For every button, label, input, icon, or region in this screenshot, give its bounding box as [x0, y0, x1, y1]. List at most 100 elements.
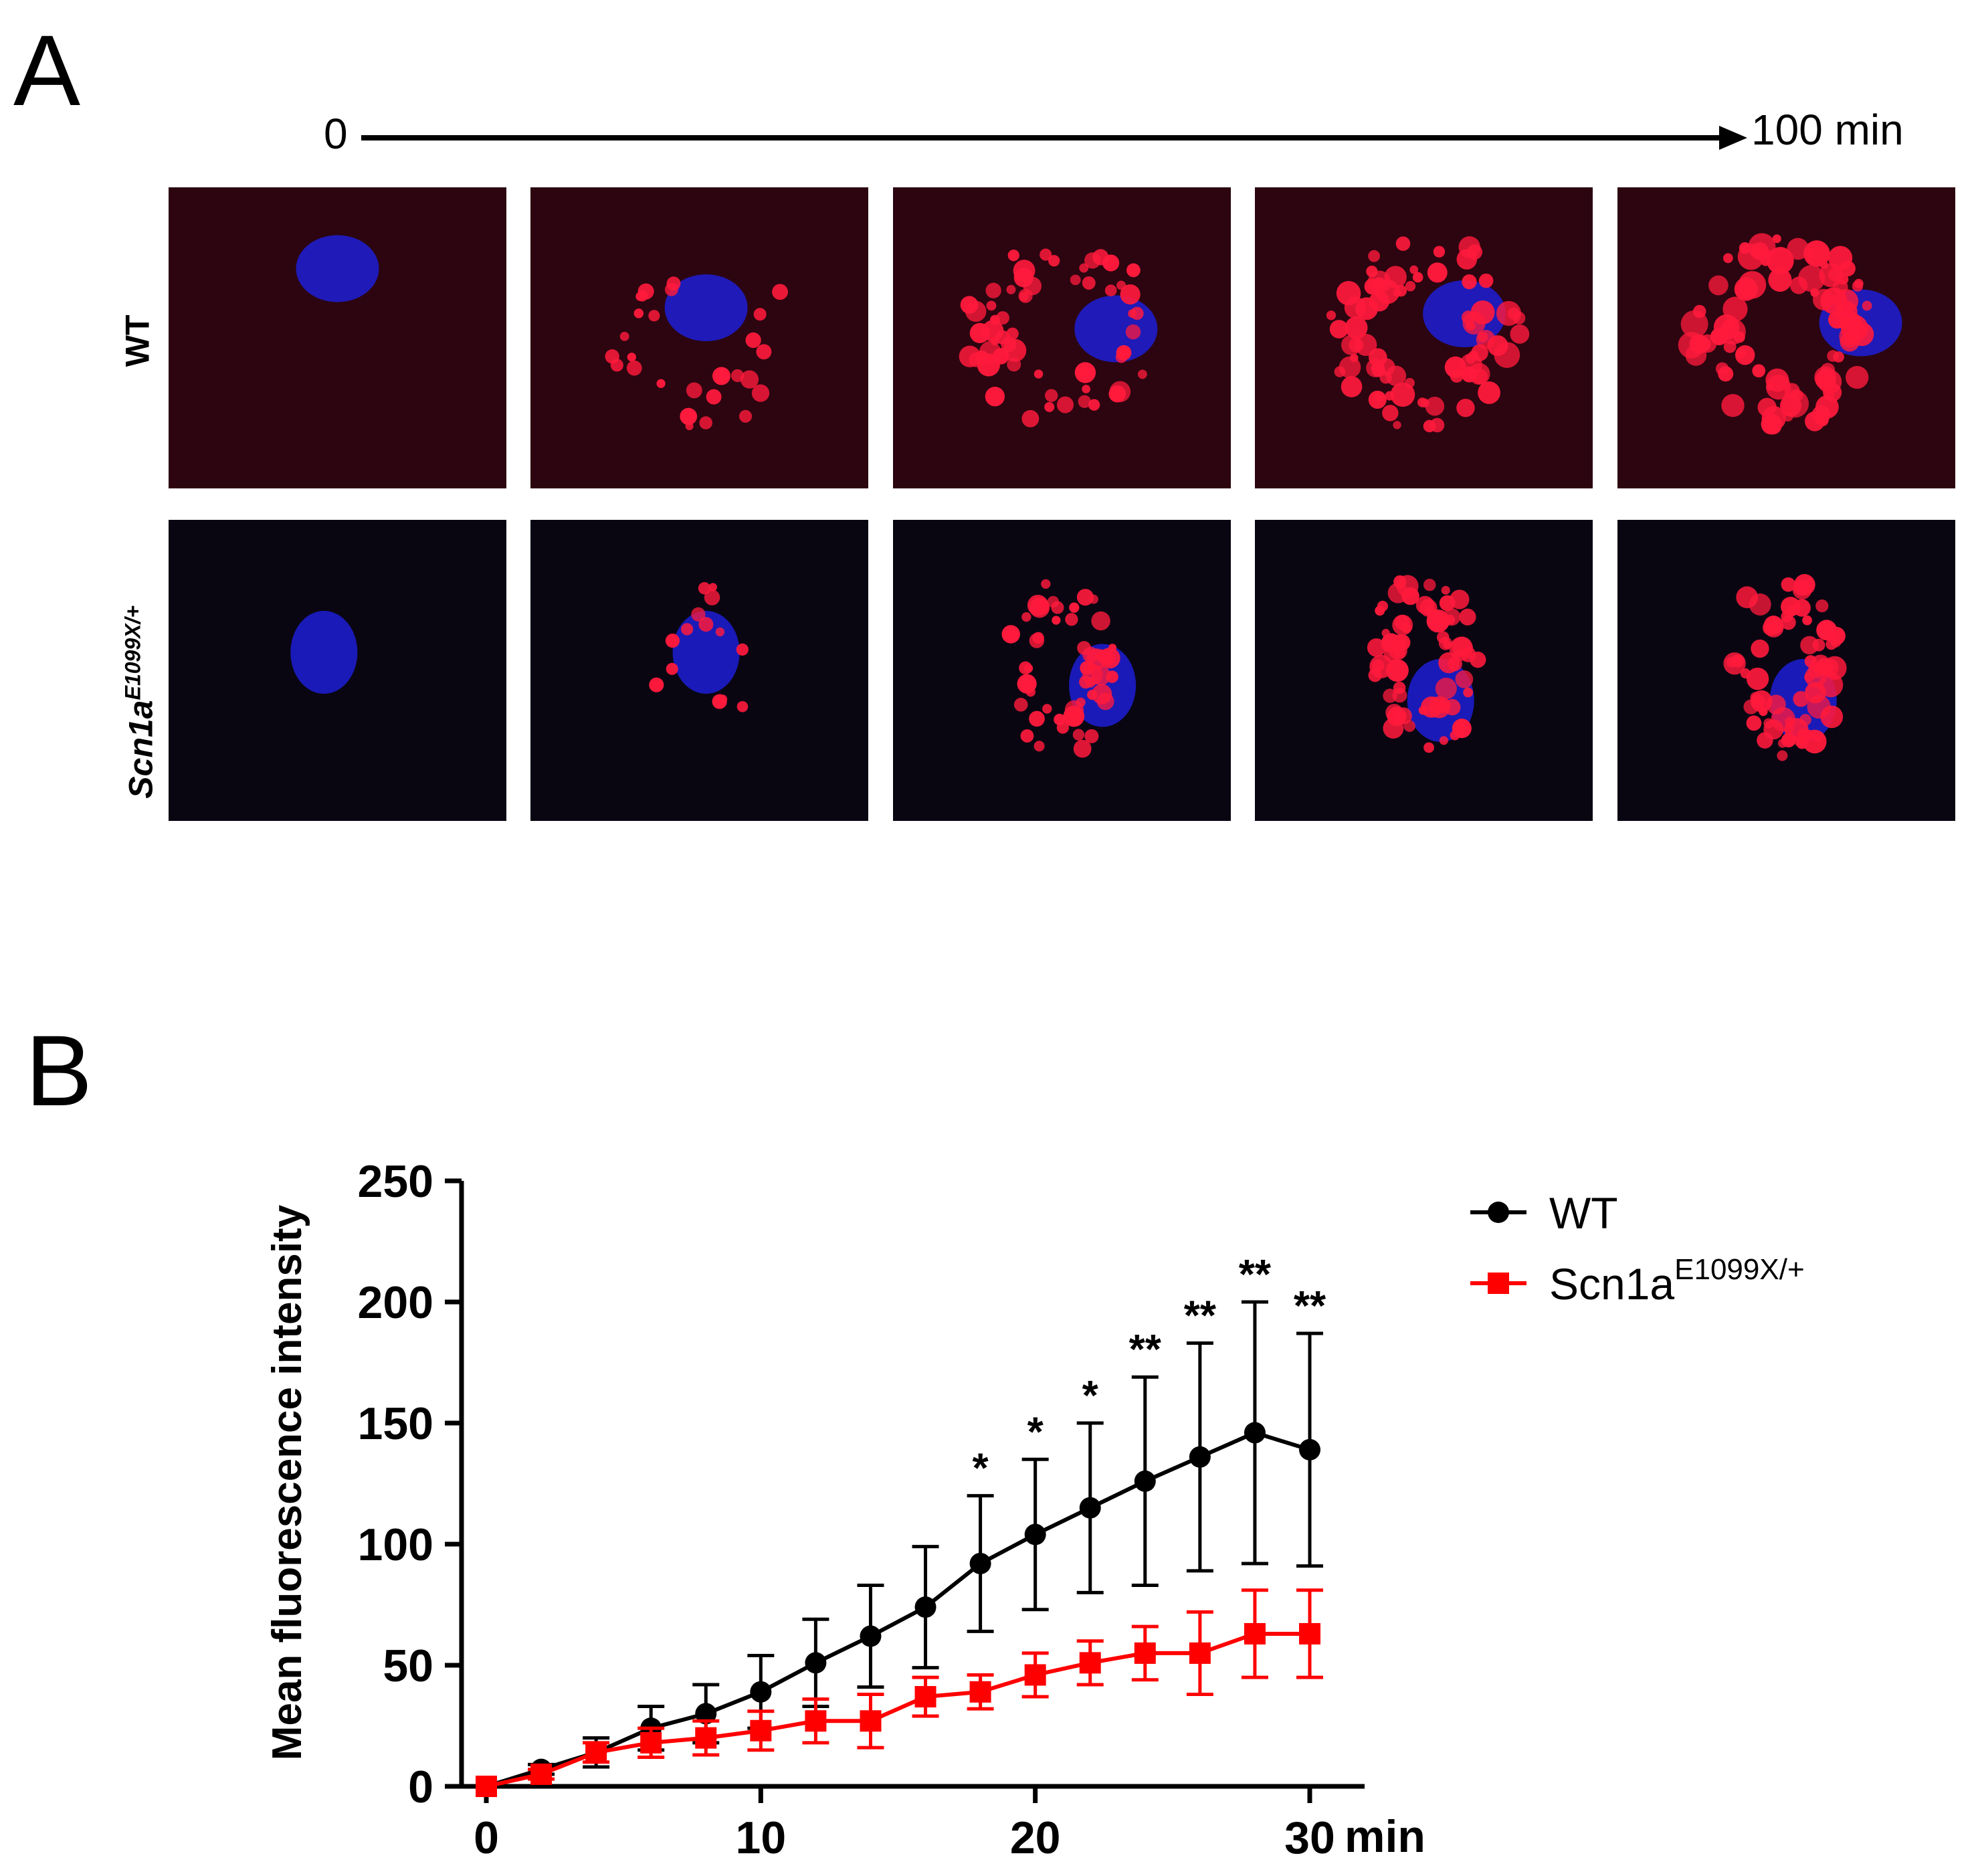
red-punctum — [1047, 595, 1060, 608]
red-punctum — [1381, 633, 1401, 653]
red-punctum — [1021, 612, 1031, 622]
red-punctum — [736, 700, 749, 713]
red-punctum — [1746, 667, 1769, 690]
red-punctum — [1366, 266, 1378, 278]
red-punctum — [1470, 651, 1486, 668]
red-punctum — [1448, 656, 1462, 672]
red-punctum — [1409, 265, 1419, 274]
red-punctum — [1752, 364, 1766, 378]
x-tick-label: 30 — [1284, 1812, 1335, 1863]
red-punctum — [1088, 399, 1100, 411]
red-punctum — [1368, 390, 1387, 409]
red-punctum — [1820, 705, 1844, 729]
red-punctum — [1392, 614, 1413, 636]
red-punctum — [1812, 638, 1825, 652]
red-punctum — [1395, 236, 1411, 251]
red-punctum — [1802, 615, 1812, 626]
red-punctum — [1443, 608, 1461, 626]
red-punctum — [1478, 273, 1494, 288]
red-punctum — [1721, 393, 1745, 417]
red-punctum — [1781, 577, 1796, 592]
red-punctum — [649, 677, 664, 692]
red-punctum — [1512, 311, 1526, 324]
red-punctum — [1019, 661, 1032, 675]
red-punctum — [985, 387, 1005, 407]
red-punctum — [1735, 345, 1755, 365]
red-punctum — [1029, 711, 1045, 727]
red-punctum — [1390, 382, 1415, 407]
red-punctum — [772, 284, 789, 300]
red-punctum — [1375, 279, 1400, 304]
red-punctum — [1820, 658, 1839, 677]
red-punctum — [665, 633, 680, 648]
red-punctum — [1708, 275, 1729, 296]
red-punctum — [1423, 578, 1436, 591]
red-punctum — [751, 384, 770, 402]
red-punctum — [1074, 362, 1096, 383]
data-point — [1189, 1642, 1211, 1664]
red-punctum — [1723, 253, 1733, 264]
red-punctum — [1017, 674, 1037, 694]
red-punctum — [1456, 398, 1475, 417]
data-point — [476, 1776, 497, 1797]
data-point — [1079, 1497, 1101, 1519]
red-punctum — [1820, 363, 1836, 377]
micrograph-r0-c4 — [1617, 187, 1955, 488]
red-punctum — [1777, 750, 1788, 761]
red-punctum — [1326, 310, 1337, 320]
data-point — [1134, 1642, 1156, 1664]
micrograph-r1-c3 — [1255, 520, 1593, 821]
red-punctum — [626, 360, 642, 376]
red-punctum — [1116, 345, 1130, 359]
red-punctum — [1461, 367, 1478, 383]
red-punctum — [1852, 319, 1860, 328]
red-punctum — [1750, 692, 1761, 703]
red-punctum — [1089, 594, 1098, 604]
red-punctum — [1793, 690, 1809, 707]
red-punctum — [666, 662, 678, 675]
red-punctum — [1772, 234, 1781, 244]
red-punctum — [1341, 335, 1362, 355]
red-punctum — [1382, 405, 1399, 421]
red-punctum — [1073, 739, 1092, 758]
red-punctum — [1692, 304, 1706, 318]
micrograph-r1-c2 — [893, 520, 1231, 821]
red-punctum — [1757, 732, 1773, 749]
y-tick-label: 100 — [358, 1519, 433, 1570]
red-punctum — [1726, 656, 1737, 668]
red-punctum — [1427, 262, 1448, 283]
red-punctum — [1451, 636, 1473, 658]
data-point — [585, 1742, 607, 1764]
red-punctum — [756, 344, 772, 360]
micrograph-r0-c0 — [169, 187, 506, 488]
red-punctum — [1828, 246, 1853, 270]
data-point — [1134, 1470, 1156, 1492]
data-point — [860, 1710, 882, 1732]
red-punctum — [1405, 281, 1416, 292]
red-punctum — [1462, 274, 1477, 290]
x-tick-label: 10 — [736, 1812, 787, 1863]
legend-label: WT — [1549, 1188, 1618, 1238]
red-punctum — [1395, 284, 1407, 297]
red-punctum — [681, 623, 694, 636]
significance-mark: ** — [1294, 1283, 1326, 1329]
red-punctum — [1763, 617, 1784, 638]
significance-mark: * — [1082, 1373, 1099, 1419]
red-punctum — [1685, 345, 1707, 366]
red-punctum — [1803, 729, 1813, 740]
red-punctum — [627, 353, 636, 362]
red-punctum — [1096, 692, 1114, 711]
red-punctum — [730, 369, 745, 383]
nucleus-blob — [296, 235, 379, 302]
red-punctum — [1450, 589, 1470, 609]
red-punctum — [1818, 672, 1844, 698]
red-punctum — [1835, 300, 1858, 323]
red-punctum — [1852, 280, 1864, 292]
red-punctum — [1065, 613, 1078, 626]
data-point — [695, 1727, 717, 1749]
red-punctum — [633, 308, 644, 318]
data-point — [805, 1710, 827, 1732]
data-point — [1244, 1622, 1266, 1645]
red-punctum — [1108, 644, 1117, 652]
